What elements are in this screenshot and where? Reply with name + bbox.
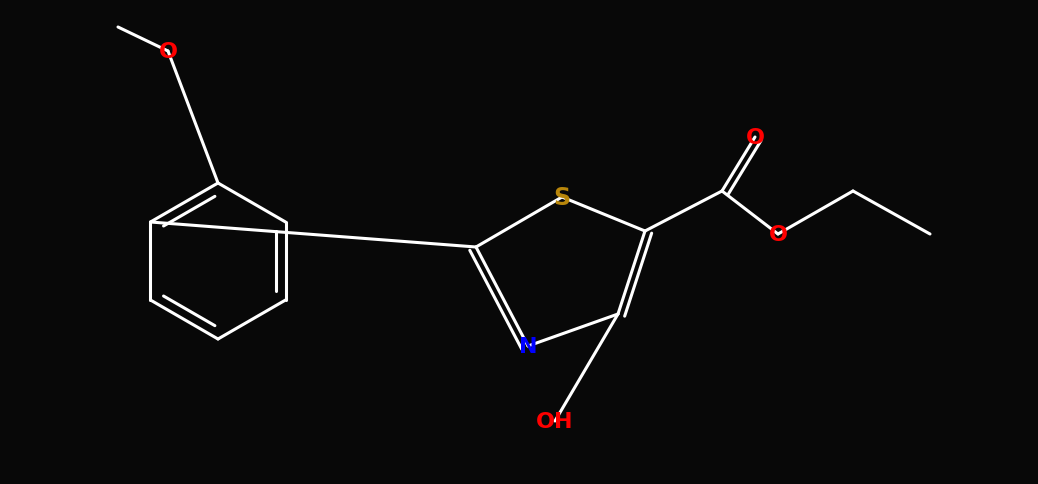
Text: O: O <box>745 128 765 148</box>
Text: N: N <box>519 336 538 356</box>
Text: OH: OH <box>537 411 574 431</box>
Text: O: O <box>159 42 177 62</box>
Text: O: O <box>768 225 788 244</box>
Text: S: S <box>553 186 571 210</box>
